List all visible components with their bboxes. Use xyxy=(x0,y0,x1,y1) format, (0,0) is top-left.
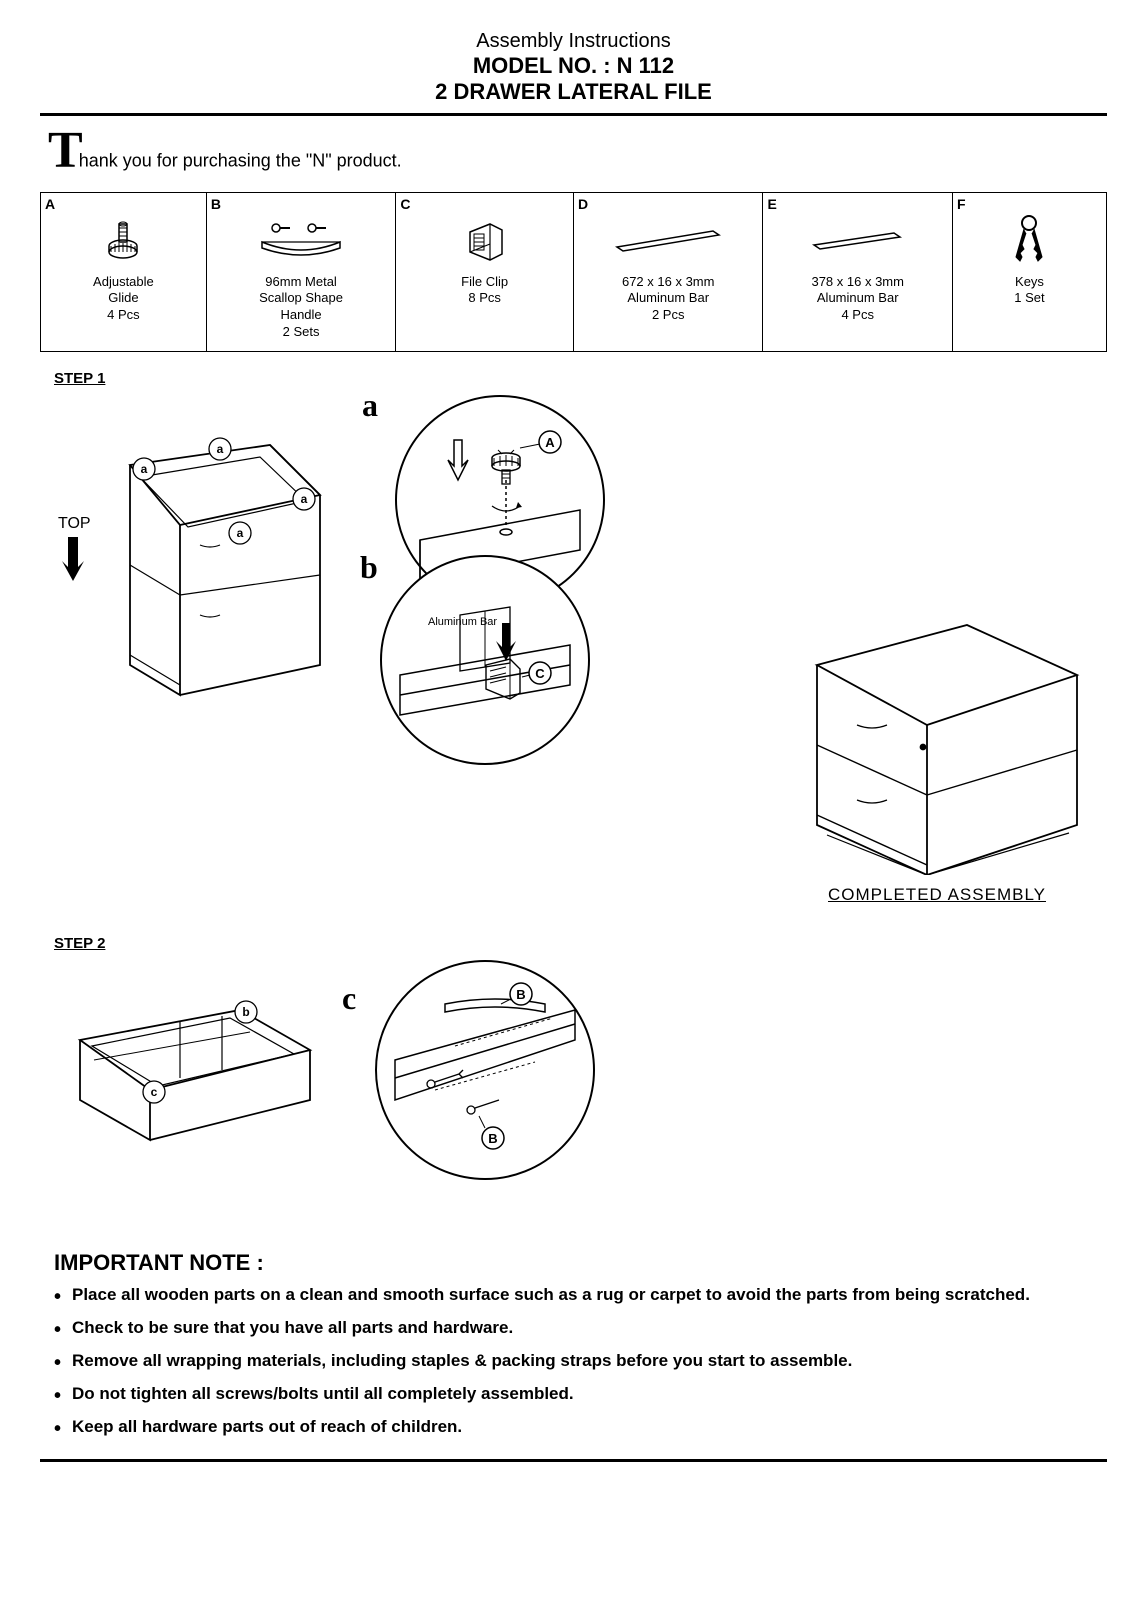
part-name-line: 672 x 16 x 3mm xyxy=(580,274,757,291)
part-cell-b: B 96mm Metal Scallop Shape Handle 2 Sets xyxy=(206,192,396,352)
note-item: Place all wooden parts on a clean and sm… xyxy=(54,1284,1107,1307)
cabinet-upside-down-diagram: a a a a xyxy=(60,405,340,705)
part-name-line: 96mm Metal xyxy=(213,274,390,291)
part-cell-e: E 378 x 16 x 3mm Aluminum Bar 4 Pcs xyxy=(763,192,953,352)
down-arrow-icon xyxy=(58,533,88,583)
part-name-line: 378 x 16 x 3mm xyxy=(769,274,946,291)
part-name-line: Aluminum Bar xyxy=(580,290,757,307)
svg-text:a: a xyxy=(141,462,148,476)
aluminum-bar-long-icon xyxy=(580,213,757,268)
aluminum-bar-small-label: Aluminum Bar xyxy=(428,616,497,628)
part-qty: 2 Sets xyxy=(213,324,390,341)
note-item: Do not tighten all screws/bolts until al… xyxy=(54,1383,1107,1406)
svg-text:a: a xyxy=(237,526,244,540)
parts-table: A Adjustabl xyxy=(40,192,1107,353)
thank-you-line: Thank you for purchasing the "N" product… xyxy=(48,130,1107,172)
part-cell-d: D 672 x 16 x 3mm Aluminum Bar 2 Pcs xyxy=(573,192,763,352)
drawer-diagram: b c xyxy=(50,960,330,1160)
header-rule xyxy=(40,113,1107,116)
detail-c-circle: B B xyxy=(375,960,595,1180)
part-letter: A xyxy=(45,195,55,213)
part-cell-c: C File Clip 8 Pcs xyxy=(396,192,574,352)
part-qty: 4 Pcs xyxy=(769,307,946,324)
part-letter: B xyxy=(211,195,221,213)
part-name-line: Scallop Shape xyxy=(213,290,390,307)
svg-text:C: C xyxy=(535,666,545,681)
detail-letter-a: a xyxy=(362,387,378,424)
part-name-line: Aluminum Bar xyxy=(769,290,946,307)
svg-text:A: A xyxy=(545,435,555,450)
part-name-line: Keys xyxy=(959,274,1100,291)
svg-text:a: a xyxy=(217,442,224,456)
note-item: Keep all hardware parts out of reach of … xyxy=(54,1416,1107,1439)
part-name-line: Glide xyxy=(47,290,200,307)
detail-letter-c: c xyxy=(342,980,356,1017)
footer-rule xyxy=(40,1459,1107,1462)
model-number: MODEL NO. : N 112 xyxy=(40,53,1107,79)
keys-icon xyxy=(959,213,1100,268)
aluminum-bar-short-icon xyxy=(769,213,946,268)
step-1-label: STEP 1 xyxy=(54,370,1107,387)
product-name: 2 DRAWER LATERAL FILE xyxy=(40,79,1107,105)
assembly-instructions-label: Assembly Instructions xyxy=(40,30,1107,53)
step-2-diagrams: b c c xyxy=(40,960,1107,1180)
completed-assembly-label: COMPLETED ASSEMBLY xyxy=(828,885,1046,905)
svg-text:a: a xyxy=(301,492,308,506)
important-notes-section: IMPORTANT NOTE : Place all wooden parts … xyxy=(40,1250,1107,1439)
completed-assembly-diagram xyxy=(777,575,1097,875)
top-label-group: TOP xyxy=(58,515,91,588)
part-qty: 4 Pcs xyxy=(47,307,200,324)
part-cell-f: F Keys 1 Set xyxy=(952,192,1106,352)
part-letter: E xyxy=(767,195,776,213)
top-label: TOP xyxy=(58,515,91,533)
glide-icon xyxy=(47,213,200,268)
file-clip-icon xyxy=(402,213,567,268)
part-name-line: File Clip xyxy=(402,274,567,291)
note-item: Check to be sure that you have all parts… xyxy=(54,1317,1107,1340)
svg-text:B: B xyxy=(516,987,525,1002)
part-qty: 2 Pcs xyxy=(580,307,757,324)
part-qty: 8 Pcs xyxy=(402,290,567,307)
part-letter: C xyxy=(400,195,410,213)
header: Assembly Instructions MODEL NO. : N 112 … xyxy=(40,30,1107,105)
dropcap-t: T xyxy=(48,130,83,172)
detail-letter-b: b xyxy=(360,549,378,586)
svg-text:c: c xyxy=(151,1085,158,1099)
part-cell-a: A Adjustabl xyxy=(41,192,207,352)
thank-you-text: hank you for purchasing the "N" product. xyxy=(79,151,402,171)
note-item: Remove all wrapping materials, including… xyxy=(54,1350,1107,1373)
svg-text:B: B xyxy=(488,1131,497,1146)
part-name-line: Adjustable xyxy=(47,274,200,291)
part-letter: D xyxy=(578,195,588,213)
part-qty: 1 Set xyxy=(959,290,1100,307)
svg-text:b: b xyxy=(242,1005,249,1019)
part-letter: F xyxy=(957,195,966,213)
part-name-line: Handle xyxy=(213,307,390,324)
important-note-title: IMPORTANT NOTE : xyxy=(54,1250,1107,1276)
notes-list: Place all wooden parts on a clean and sm… xyxy=(40,1284,1107,1439)
step-2-label: STEP 2 xyxy=(54,935,1107,952)
handle-icon xyxy=(213,213,390,268)
detail-b-circle: Aluminum Bar C xyxy=(380,555,590,765)
